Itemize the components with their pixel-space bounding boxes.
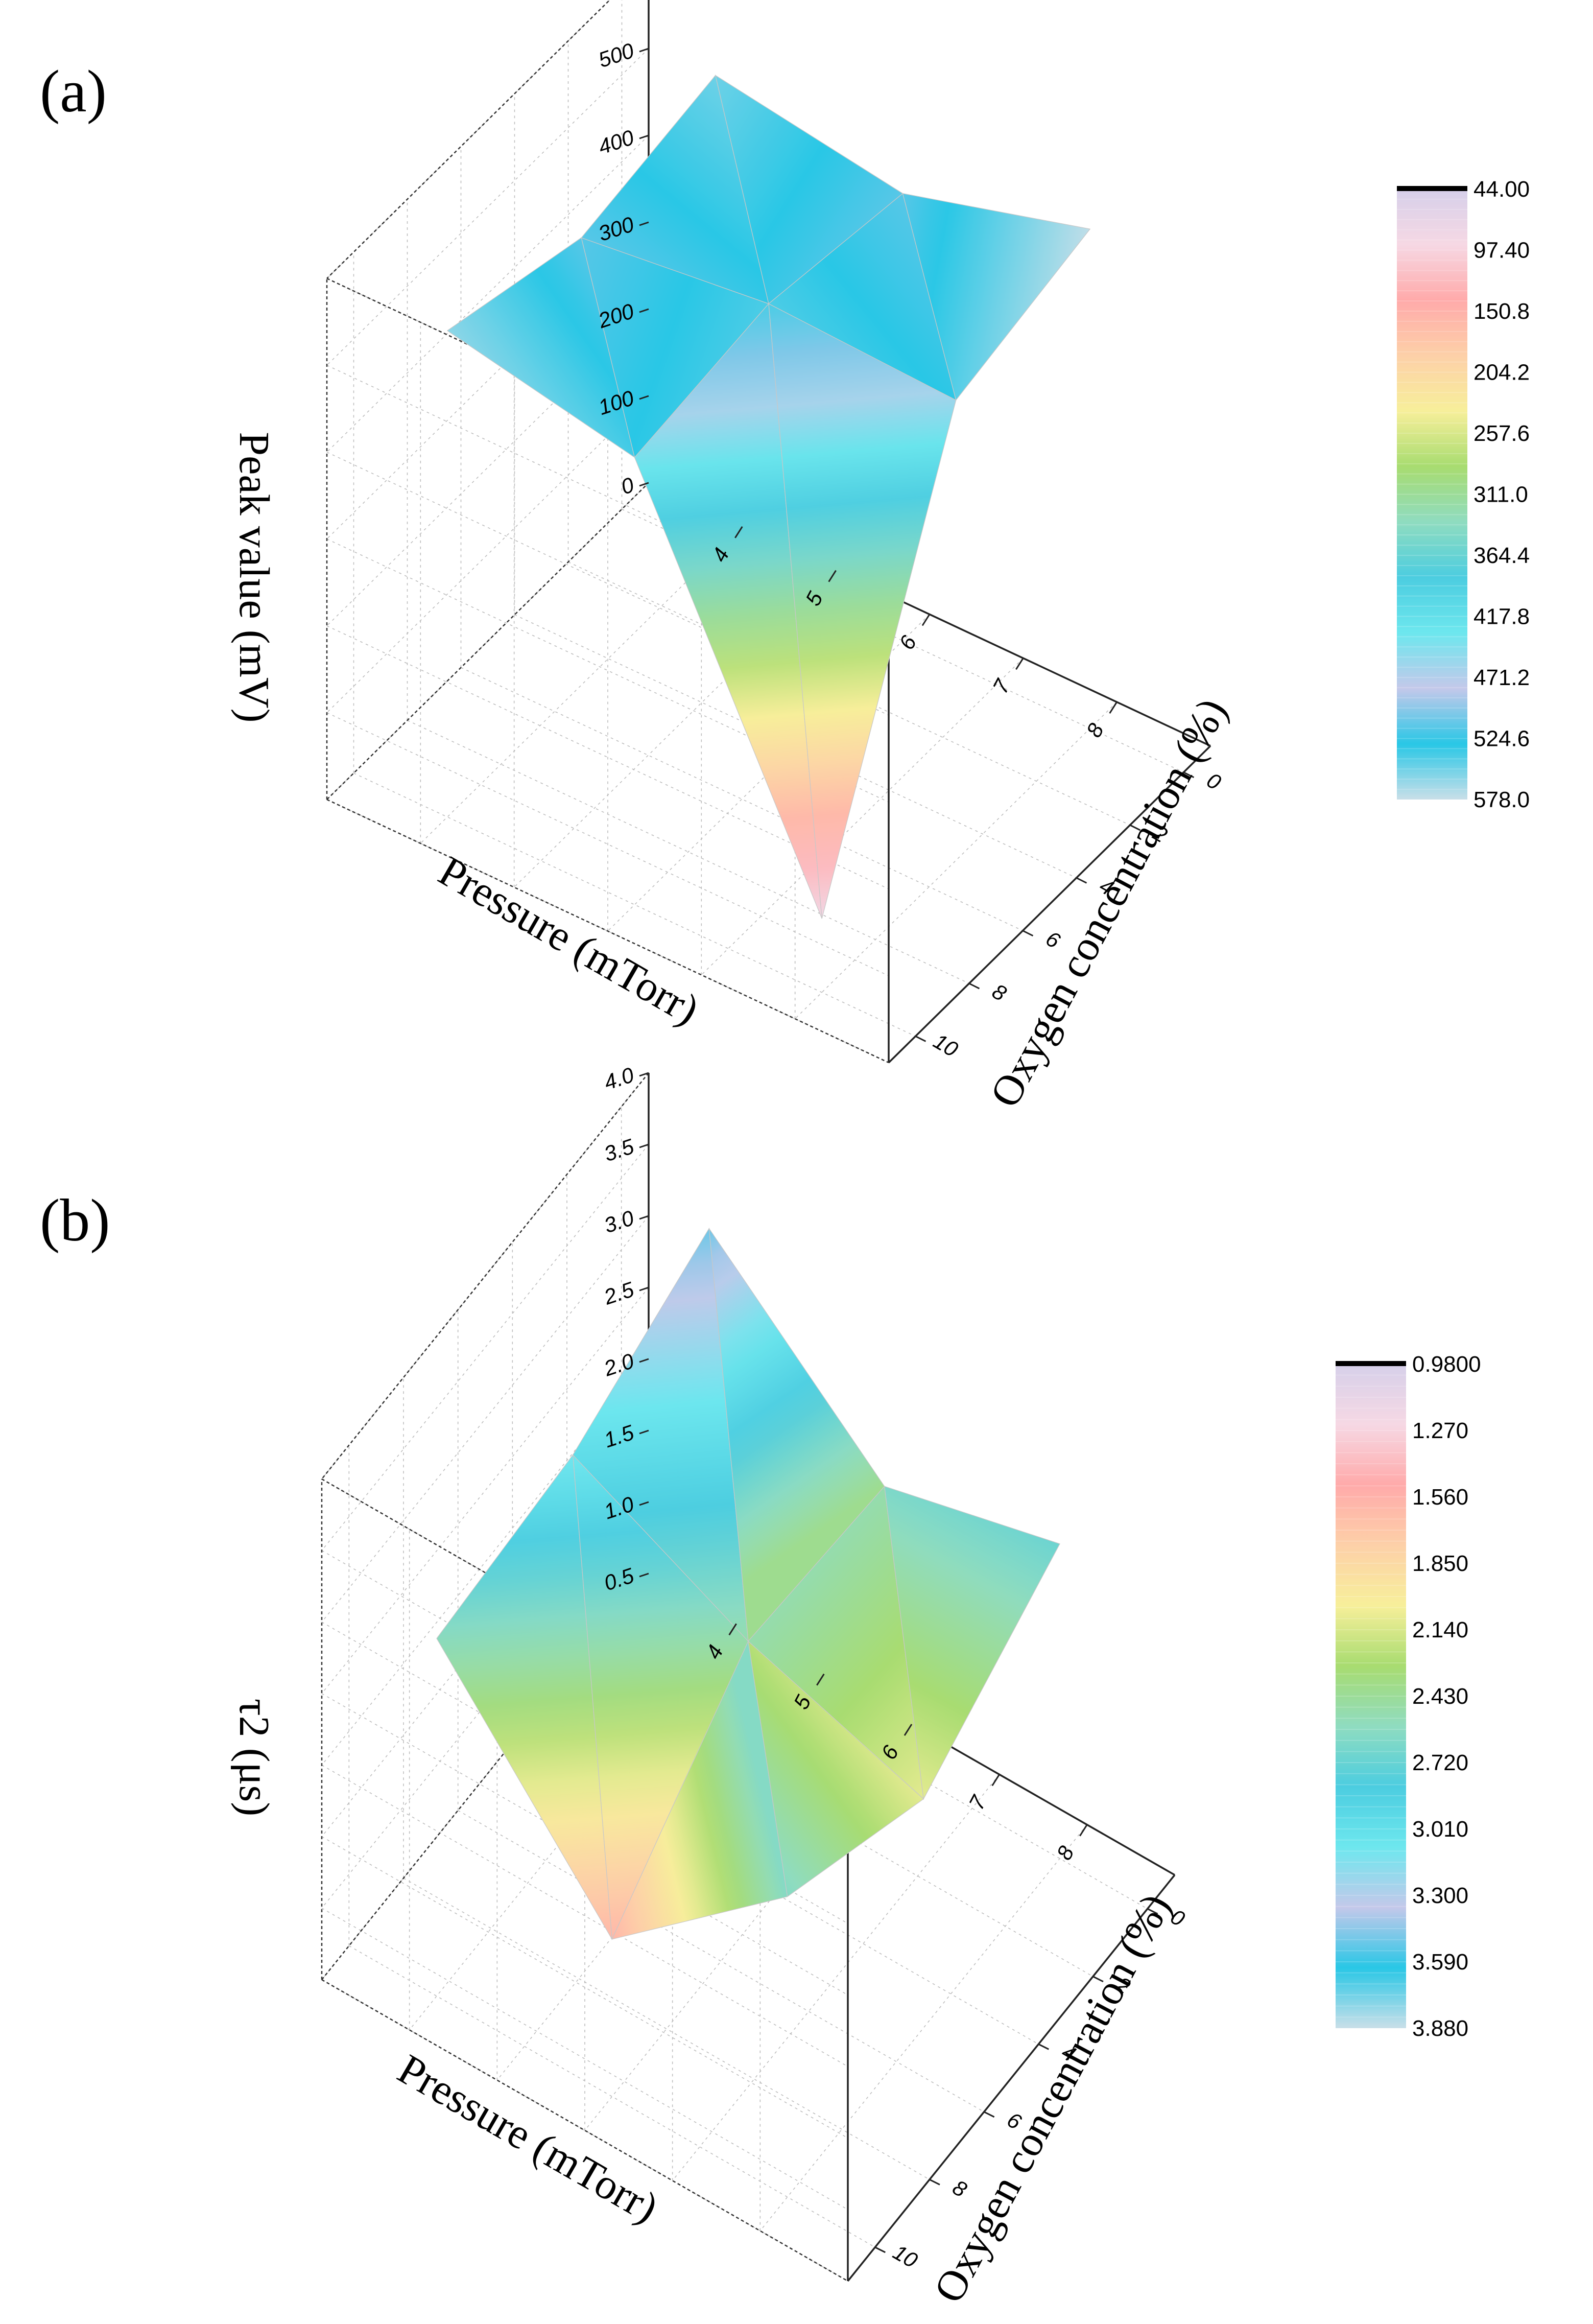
- colorbar-label: 0.9800: [1412, 1352, 1481, 1377]
- colorbar-label: 257.6: [1473, 421, 1530, 446]
- colorbar-gradient: [1397, 189, 1467, 800]
- panel-label-a: (a): [40, 58, 107, 125]
- colorbar-label: 3.300: [1412, 1883, 1468, 1908]
- y-tick-label: 10: [930, 1029, 963, 1062]
- surface-facet: [884, 1486, 1060, 1800]
- chart-a: (a) 0100200300400500600456780246810Peak …: [40, 0, 1530, 1115]
- colorbar-label: 1.270: [1412, 1418, 1468, 1443]
- colorbar-label: 2.140: [1412, 1617, 1468, 1642]
- z-tick-label: 0: [618, 473, 637, 499]
- colorbar-label: 417.8: [1473, 604, 1530, 629]
- colorbar-label: 471.2: [1473, 665, 1530, 690]
- y-tick-label: 10: [889, 2240, 922, 2272]
- z-axis-title: τ2 (μs): [230, 1699, 278, 1816]
- z-tick-label: 400: [596, 125, 637, 159]
- z-tick-label: 3.5: [601, 1134, 637, 1166]
- colorbar-top-band: [1336, 1361, 1406, 1366]
- z-tick-label: 4.0: [601, 1063, 637, 1095]
- colorbar-top-band: [1397, 186, 1467, 191]
- colorbar-label: 3.880: [1412, 2016, 1468, 2041]
- colorbar-label: 2.720: [1412, 1750, 1468, 1775]
- colorbar-label: 150.8: [1473, 299, 1530, 324]
- colorbar-label: 1.560: [1412, 1485, 1468, 1510]
- x-axis-title: Pressure (mTorr): [431, 847, 707, 1034]
- x-tick-label: 8: [1052, 1842, 1079, 1864]
- surface-a: [446, 75, 1091, 919]
- surface-b: [436, 1227, 1060, 1941]
- chart-b: (b) 0.51.01.52.02.53.03.54.0456780246810…: [40, 1063, 1481, 2311]
- surface-facet: [902, 193, 1091, 401]
- y-tick-label: 8: [988, 979, 1011, 1006]
- z-tick-label: 2.5: [601, 1277, 637, 1309]
- z-axis-title: Peak value (mV): [230, 432, 278, 722]
- x-tick-label: 7: [964, 1791, 991, 1814]
- y-tick-label: 8: [948, 2175, 971, 2202]
- x-tick-label: 8: [1082, 719, 1109, 741]
- colorbar-label: 97.40: [1473, 238, 1530, 263]
- colorbar-label: 311.0: [1473, 482, 1528, 507]
- colorbar-label: 204.2: [1473, 360, 1530, 385]
- colorbar-label: 2.430: [1412, 1684, 1468, 1709]
- y-axis-title: Oxygen concentration (%): [925, 1886, 1180, 2310]
- colorbar-label: 524.6: [1473, 726, 1530, 752]
- y-axis-title: Oxygen concentration (%): [981, 691, 1237, 1115]
- z-tick-label: 3.0: [601, 1206, 637, 1238]
- colorbar-b: 0.9800 1.270 1.560 1.850 2.140 2.430 2.720 3.01…: [1336, 1352, 1481, 2041]
- x-tick-label: 6: [894, 631, 921, 653]
- colorbar-gradient: [1336, 1364, 1406, 2028]
- colorbar-label: 3.010: [1412, 1817, 1468, 1842]
- colorbar-label: 3.590: [1412, 1950, 1468, 1975]
- colorbar-label: 1.850: [1412, 1551, 1468, 1576]
- colorbar-a: 44.00 97.40 150.8 204.2 257.6 311.0 364.4 417.8…: [1397, 177, 1530, 812]
- colorbar-label: 578.0: [1473, 787, 1530, 812]
- x-axis-title: Pressure (mTorr): [390, 2045, 666, 2232]
- z-tick-label: 500: [596, 38, 637, 73]
- x-tick-label: 7: [988, 675, 1015, 697]
- colorbar-label: 364.4: [1473, 543, 1530, 568]
- y-tick-label: 0: [1203, 768, 1225, 795]
- colorbar-label: 44.00: [1473, 177, 1530, 202]
- panel-label-b: (b): [40, 1187, 110, 1254]
